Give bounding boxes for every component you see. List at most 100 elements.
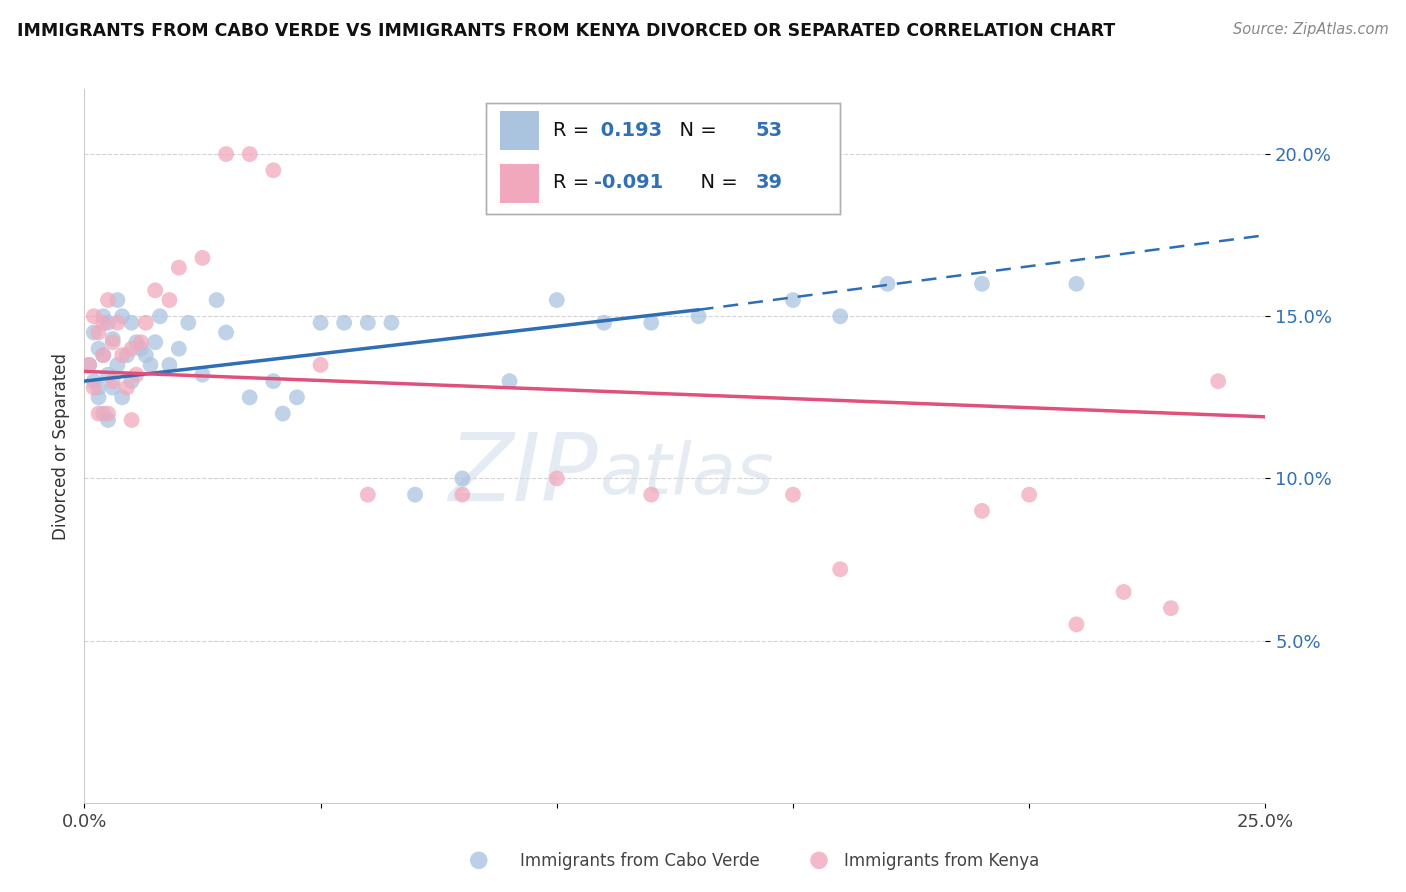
Point: [87, 381, 110, 395]
Point: [149, 310, 172, 324]
Point: [91, 316, 114, 330]
Point: [215, 147, 238, 161]
Text: Source: ZipAtlas.com: Source: ZipAtlas.com: [1233, 22, 1389, 37]
Point: [121, 316, 143, 330]
Point: [121, 342, 143, 356]
Point: [101, 381, 124, 395]
Point: [87, 342, 110, 356]
Point: [83, 381, 105, 395]
Point: [782, 488, 804, 502]
Point: [135, 316, 157, 330]
Point: [191, 251, 214, 265]
Point: [262, 163, 284, 178]
Point: [215, 326, 238, 340]
Point: [1066, 277, 1088, 291]
Point: [404, 488, 426, 502]
Point: [380, 316, 402, 330]
Point: [77, 358, 100, 372]
Text: Immigrants from Kenya: Immigrants from Kenya: [844, 852, 1039, 870]
Point: [830, 310, 852, 324]
Point: [830, 562, 852, 576]
Point: [239, 390, 262, 404]
Point: [83, 326, 105, 340]
Point: [807, 853, 830, 867]
Point: [101, 332, 124, 346]
Point: [91, 348, 114, 362]
Point: [970, 277, 993, 291]
Point: [1018, 488, 1040, 502]
Point: [91, 310, 114, 324]
Point: [970, 504, 993, 518]
Point: [129, 342, 152, 356]
Point: [97, 413, 120, 427]
Point: [143, 283, 166, 297]
Point: [107, 293, 129, 307]
Point: [468, 853, 491, 867]
Point: [688, 310, 710, 324]
Point: [125, 368, 148, 382]
Point: [87, 390, 110, 404]
Point: [121, 374, 143, 388]
Point: [239, 147, 262, 161]
Point: [1206, 374, 1229, 388]
Text: Immigrants from Cabo Verde: Immigrants from Cabo Verde: [520, 852, 761, 870]
Point: [115, 381, 138, 395]
Point: [271, 407, 294, 421]
Point: [546, 293, 568, 307]
Point: [593, 316, 616, 330]
Point: [205, 293, 228, 307]
Point: [129, 335, 152, 350]
Point: [167, 342, 190, 356]
Point: [309, 316, 332, 330]
Point: [87, 407, 110, 421]
Point: [285, 390, 308, 404]
Point: [1160, 601, 1182, 615]
Point: [135, 348, 157, 362]
Point: [83, 374, 105, 388]
Point: [87, 326, 110, 340]
Point: [97, 293, 120, 307]
Point: [177, 316, 200, 330]
Point: [451, 488, 474, 502]
Point: [97, 368, 120, 382]
Point: [111, 310, 134, 324]
Point: [83, 310, 105, 324]
Point: [143, 335, 166, 350]
Text: ZIP: ZIP: [449, 429, 598, 520]
Point: [498, 374, 520, 388]
Point: [139, 358, 162, 372]
Point: [262, 374, 284, 388]
Point: [157, 293, 180, 307]
Point: [782, 293, 804, 307]
Point: [640, 488, 662, 502]
Text: IMMIGRANTS FROM CABO VERDE VS IMMIGRANTS FROM KENYA DIVORCED OR SEPARATED CORREL: IMMIGRANTS FROM CABO VERDE VS IMMIGRANTS…: [17, 22, 1115, 40]
Point: [167, 260, 190, 275]
Point: [157, 358, 180, 372]
Point: [91, 407, 114, 421]
Point: [115, 348, 138, 362]
Point: [876, 277, 898, 291]
Point: [546, 471, 568, 485]
Point: [77, 358, 100, 372]
Point: [97, 407, 120, 421]
Y-axis label: Divorced or Separated: Divorced or Separated: [52, 352, 70, 540]
Point: [101, 374, 124, 388]
Point: [101, 335, 124, 350]
Point: [357, 316, 380, 330]
Point: [640, 316, 662, 330]
Point: [1066, 617, 1088, 632]
Point: [91, 348, 114, 362]
Point: [107, 316, 129, 330]
Point: [1112, 585, 1135, 599]
Point: [121, 413, 143, 427]
Point: [111, 348, 134, 362]
Point: [97, 316, 120, 330]
Point: [191, 368, 214, 382]
Point: [309, 358, 332, 372]
Point: [451, 471, 474, 485]
Text: atlas: atlas: [599, 440, 773, 509]
Point: [107, 358, 129, 372]
Point: [111, 390, 134, 404]
Point: [333, 316, 356, 330]
Point: [357, 488, 380, 502]
